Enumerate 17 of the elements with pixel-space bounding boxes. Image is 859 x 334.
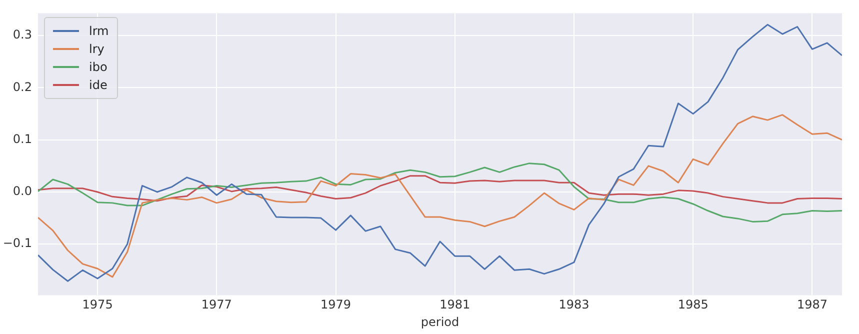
y-tick-label: 0.0: [12, 184, 32, 198]
legend-label: ibo: [89, 60, 108, 74]
legend-label: lrm: [89, 24, 109, 38]
legend-label: lry: [89, 42, 104, 56]
x-tick-label: 1979: [320, 298, 352, 312]
x-tick-label: 1985: [678, 298, 708, 312]
y-tick-label: −0.1: [2, 236, 32, 250]
y-tick-label: 0.1: [12, 132, 32, 146]
x-tick-label: 1987: [796, 298, 828, 312]
y-tick-label: 0.2: [12, 80, 32, 94]
x-tick-label: 1975: [82, 298, 113, 312]
legend-label: ide: [89, 78, 108, 92]
x-axis-title: period: [420, 314, 460, 329]
x-tick-label: 1983: [558, 298, 590, 312]
x-tick-label: 1977: [201, 298, 232, 312]
x-tick-label: 1981: [440, 298, 470, 312]
y-tick-label: 0.3: [12, 28, 32, 42]
